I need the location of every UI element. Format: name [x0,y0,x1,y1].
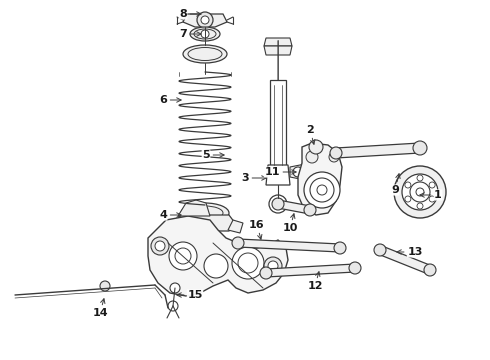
Polygon shape [175,215,235,231]
FancyBboxPatch shape [270,80,286,170]
Text: 14: 14 [92,299,108,318]
Text: 13: 13 [397,247,423,257]
Circle shape [416,188,424,196]
Polygon shape [266,264,355,277]
Polygon shape [336,143,420,158]
Ellipse shape [183,45,227,63]
Ellipse shape [187,206,223,220]
Circle shape [155,241,165,251]
Circle shape [269,195,287,213]
Circle shape [429,182,435,188]
Circle shape [417,175,423,181]
Circle shape [304,204,316,216]
Circle shape [424,264,436,276]
Circle shape [330,147,342,159]
Polygon shape [264,46,292,55]
Circle shape [268,261,278,271]
Circle shape [310,178,334,202]
Ellipse shape [181,203,229,223]
Polygon shape [290,163,317,181]
Circle shape [349,262,361,274]
Polygon shape [178,200,210,216]
Circle shape [334,242,346,254]
Circle shape [429,196,435,202]
Polygon shape [238,239,340,252]
Circle shape [201,16,209,24]
Circle shape [274,200,282,208]
Text: 8: 8 [179,9,201,19]
Circle shape [197,12,213,28]
Polygon shape [148,216,288,296]
Circle shape [405,196,411,202]
Text: 16: 16 [249,220,265,239]
Text: 2: 2 [306,125,315,144]
Ellipse shape [188,48,222,60]
Circle shape [260,267,272,279]
Circle shape [272,198,284,210]
Circle shape [317,185,327,195]
Text: 12: 12 [307,272,323,291]
Circle shape [329,152,339,162]
Circle shape [310,168,318,176]
Text: 3: 3 [241,173,266,183]
Circle shape [100,281,110,291]
Circle shape [410,182,430,202]
Ellipse shape [190,27,220,41]
Circle shape [304,172,340,208]
Text: 11: 11 [264,167,296,177]
Circle shape [309,140,323,154]
Circle shape [405,182,411,188]
Text: 7: 7 [179,29,201,39]
Circle shape [170,283,180,293]
Text: 4: 4 [159,210,181,220]
Circle shape [417,203,423,209]
Circle shape [168,301,178,311]
Polygon shape [228,220,243,233]
Circle shape [232,247,264,279]
Circle shape [204,254,228,278]
Text: 10: 10 [282,214,298,233]
Circle shape [374,244,386,256]
Circle shape [175,248,191,264]
Polygon shape [277,200,311,214]
Polygon shape [264,38,292,46]
Circle shape [169,242,197,270]
Text: 1: 1 [420,190,442,200]
Ellipse shape [194,29,216,39]
Circle shape [151,237,169,255]
Circle shape [293,167,303,177]
Circle shape [402,174,438,210]
Polygon shape [183,14,227,27]
Circle shape [306,151,318,163]
Circle shape [264,257,282,275]
Text: 9: 9 [391,174,400,195]
Circle shape [201,30,209,38]
Text: 6: 6 [159,95,181,105]
Circle shape [232,237,244,249]
Text: 5: 5 [202,150,224,160]
Circle shape [238,253,258,273]
Polygon shape [378,246,432,274]
Text: 15: 15 [177,290,203,300]
Polygon shape [266,165,290,185]
Polygon shape [298,143,342,215]
Circle shape [394,166,446,218]
Circle shape [413,141,427,155]
